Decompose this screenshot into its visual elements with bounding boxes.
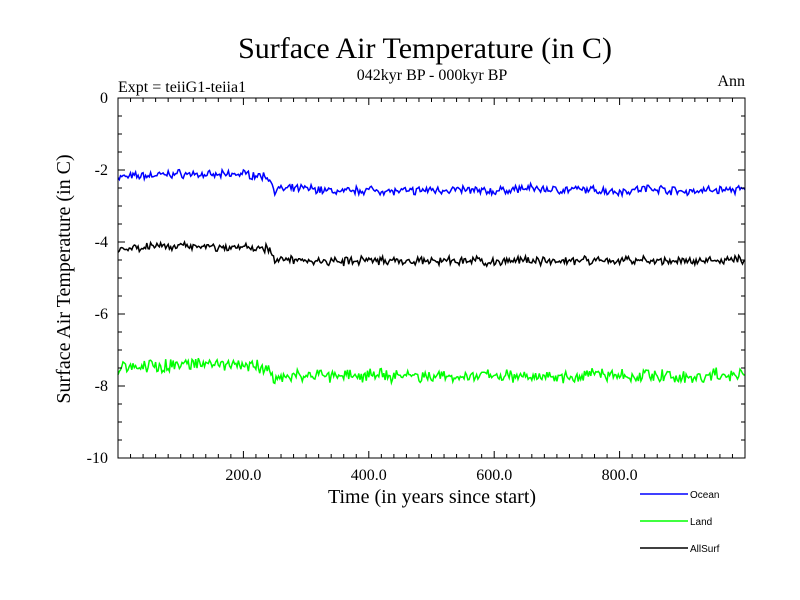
x-axis-label: Time (in years since start) bbox=[328, 486, 536, 508]
x-tick-label: 200.0 bbox=[225, 467, 261, 484]
series-layer bbox=[117, 167, 746, 386]
legend-label-ocean: Ocean bbox=[690, 490, 719, 501]
y-axis: 0 -2 -4 -6 -8 -10 bbox=[87, 90, 745, 467]
x-tick-label: 400.0 bbox=[351, 467, 387, 484]
y-tick-label: -2 bbox=[95, 162, 108, 179]
chart-subtitle: 042kyr BP - 000kyr BP bbox=[357, 67, 508, 84]
legend: Ocean Land AllSurf bbox=[640, 490, 720, 555]
y-tick-label: -8 bbox=[95, 378, 108, 395]
y-tick-label: -4 bbox=[95, 234, 108, 251]
y-axis-label: Surface Air Temperature (in C) bbox=[53, 154, 75, 403]
legend-label-land: Land bbox=[690, 517, 712, 528]
x-axis: 200.0 400.0 600.0 800.0 bbox=[130, 98, 733, 484]
chart-title: Surface Air Temperature (in C) bbox=[238, 32, 612, 65]
x-tick-label: 800.0 bbox=[602, 467, 638, 484]
y-tick-label: -10 bbox=[87, 450, 108, 467]
experiment-label: Expt = teiiG1-teiia1 bbox=[118, 79, 246, 96]
x-tick-label: 600.0 bbox=[476, 467, 512, 484]
series-line-land bbox=[117, 357, 746, 386]
series-line-allsurf bbox=[117, 239, 746, 268]
series-line-ocean bbox=[117, 167, 746, 199]
legend-label-allsurf: AllSurf bbox=[690, 544, 720, 555]
y-tick-label: -6 bbox=[95, 306, 108, 323]
plot-frame bbox=[117, 97, 746, 459]
y-tick-label: 0 bbox=[100, 90, 108, 107]
season-label: Ann bbox=[717, 73, 745, 90]
